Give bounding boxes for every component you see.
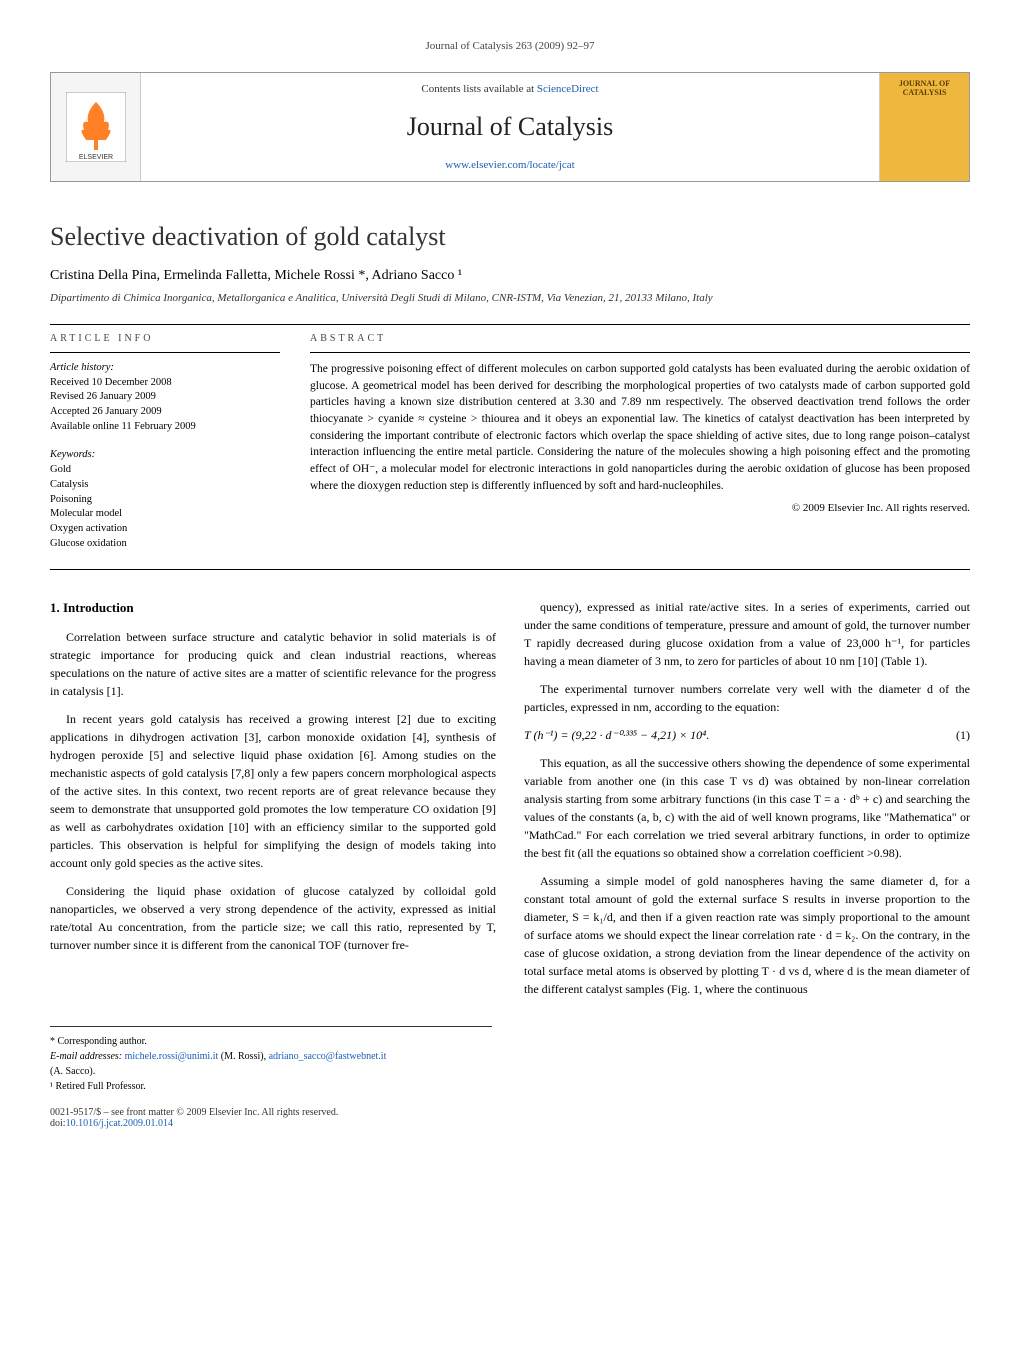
paragraph: Considering the liquid phase oxidation o… <box>50 882 496 954</box>
abstract-copyright: © 2009 Elsevier Inc. All rights reserved… <box>310 502 970 514</box>
email-link[interactable]: adriano_sacco@fastwebnet.it <box>269 1051 387 1062</box>
journal-name: Journal of Catalysis <box>151 112 869 142</box>
running-head: Journal of Catalysis 263 (2009) 92–97 <box>50 40 970 52</box>
paragraph: Assuming a simple model of gold nanosphe… <box>524 872 970 998</box>
email-who: (M. Rossi), <box>218 1051 268 1062</box>
keyword: Glucose oxidation <box>50 537 280 552</box>
issn-line: 0021-9517/$ – see front matter © 2009 El… <box>50 1107 338 1118</box>
equation: T (h⁻¹) = (9,22 · d⁻⁰·³³⁵ − 4,21) × 10⁴. <box>524 726 709 744</box>
journal-locate-link[interactable]: www.elsevier.com/locate/jcat <box>445 159 574 171</box>
column-right: quency), expressed as initial rate/activ… <box>524 598 970 1008</box>
banner-center: Contents lists available at ScienceDirec… <box>141 73 879 181</box>
abstract-block: abstract The progressive poisoning effec… <box>310 333 970 551</box>
doi-label: doi: <box>50 1118 66 1129</box>
rule-bottom <box>50 569 970 570</box>
footnote-corresponding: * Corresponding author. <box>50 1035 492 1048</box>
keyword: Gold <box>50 463 280 478</box>
equation-row: T (h⁻¹) = (9,22 · d⁻⁰·³³⁵ − 4,21) × 10⁴.… <box>524 726 970 744</box>
paragraph: quency), expressed as initial rate/activ… <box>524 598 970 670</box>
sciencedirect-link[interactable]: ScienceDirect <box>537 83 599 95</box>
email-label: E-mail addresses: <box>50 1051 122 1062</box>
paragraph: This equation, as all the successive oth… <box>524 754 970 862</box>
meta-row: article info Article history: Received 1… <box>50 333 970 551</box>
section-heading: 1. Introduction <box>50 598 496 618</box>
history-received: Received 10 December 2008 <box>50 376 280 391</box>
rule-abs <box>310 352 970 353</box>
paragraph: Correlation between surface structure an… <box>50 628 496 700</box>
journal-banner: ELSEVIER Contents lists available at Sci… <box>50 72 970 182</box>
email-who2: (A. Sacco). <box>50 1065 492 1078</box>
history-accepted: Accepted 26 January 2009 <box>50 405 280 420</box>
keyword: Poisoning <box>50 493 280 508</box>
contents-prefix: Contents lists available at <box>421 83 536 95</box>
history-label: Article history: <box>50 361 280 376</box>
abstract-text: The progressive poisoning effect of diff… <box>310 361 970 494</box>
keyword: Catalysis <box>50 478 280 493</box>
contents-line: Contents lists available at ScienceDirec… <box>151 83 869 95</box>
footnote-retired: ¹ Retired Full Professor. <box>50 1080 492 1093</box>
keywords-label: Keywords: <box>50 448 280 463</box>
footer: 0021-9517/$ – see front matter © 2009 El… <box>50 1107 970 1129</box>
rule-info <box>50 352 280 353</box>
publisher-logo-box: ELSEVIER <box>51 73 141 181</box>
journal-cover-thumb: JOURNAL OF CATALYSIS <box>879 73 969 181</box>
keyword: Molecular model <box>50 507 280 522</box>
elsevier-tree-icon: ELSEVIER <box>66 92 126 162</box>
body-columns: 1. Introduction Correlation between surf… <box>50 598 970 1008</box>
keywords-block: Keywords: Gold Catalysis Poisoning Molec… <box>50 448 280 551</box>
publisher-name: ELSEVIER <box>78 154 112 161</box>
article-title: Selective deactivation of gold catalyst <box>50 222 970 252</box>
equation-number: (1) <box>956 726 970 744</box>
history-online: Available online 11 February 2009 <box>50 420 280 435</box>
paragraph: In recent years gold catalysis has recei… <box>50 710 496 872</box>
history-revised: Revised 26 January 2009 <box>50 390 280 405</box>
column-left: 1. Introduction Correlation between surf… <box>50 598 496 1008</box>
affiliation: Dipartimento di Chimica Inorganica, Meta… <box>50 292 970 304</box>
email-link[interactable]: michele.rossi@unimi.it <box>125 1051 219 1062</box>
footnote-emails: E-mail addresses: michele.rossi@unimi.it… <box>50 1050 492 1063</box>
history-block: Article history: Received 10 December 20… <box>50 361 280 434</box>
keyword: Oxygen activation <box>50 522 280 537</box>
rule-top <box>50 324 970 325</box>
footnotes: * Corresponding author. E-mail addresses… <box>50 1026 492 1093</box>
article-info: article info Article history: Received 1… <box>50 333 280 551</box>
article-info-head: article info <box>50 333 280 344</box>
abstract-head: abstract <box>310 333 970 344</box>
cover-text-bottom: CATALYSIS <box>903 88 947 97</box>
authors: Cristina Della Pina, Ermelinda Falletta,… <box>50 268 970 284</box>
doi-link[interactable]: 10.1016/j.jcat.2009.01.014 <box>66 1118 174 1129</box>
cover-text-top: JOURNAL OF <box>899 79 950 88</box>
paragraph: The experimental turnover numbers correl… <box>524 680 970 716</box>
journal-url: www.elsevier.com/locate/jcat <box>151 159 869 171</box>
